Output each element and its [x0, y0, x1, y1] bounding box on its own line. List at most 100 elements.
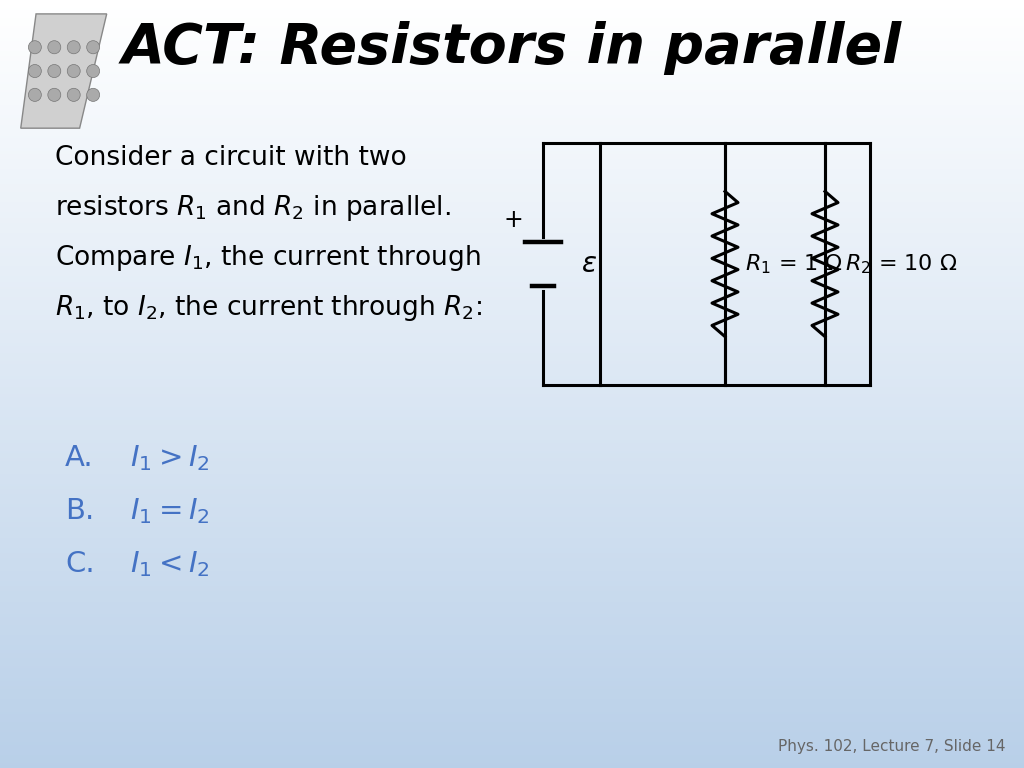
Bar	[0, 102, 1024, 105]
Bar	[0, 405, 1024, 407]
Circle shape	[48, 88, 60, 101]
Bar	[0, 261, 1024, 263]
Bar	[0, 323, 1024, 325]
Bar	[0, 637, 1024, 640]
Bar	[0, 476, 1024, 478]
Bar	[0, 220, 1024, 223]
Bar	[0, 445, 1024, 448]
Bar	[0, 125, 1024, 128]
Bar	[0, 474, 1024, 476]
Bar	[0, 169, 1024, 171]
Bar	[0, 248, 1024, 251]
Bar	[0, 653, 1024, 655]
Bar	[0, 82, 1024, 84]
Bar	[0, 451, 1024, 453]
Bar	[0, 228, 1024, 230]
Bar	[0, 548, 1024, 551]
Bar	[0, 502, 1024, 505]
Bar	[0, 643, 1024, 645]
Bar	[0, 581, 1024, 584]
Bar	[0, 594, 1024, 597]
Bar	[0, 182, 1024, 184]
Bar	[0, 535, 1024, 538]
Bar	[0, 307, 1024, 310]
Bar	[0, 443, 1024, 445]
Bar	[0, 760, 1024, 763]
Bar	[0, 64, 1024, 67]
Text: $I_1 < I_2$: $I_1 < I_2$	[130, 549, 210, 579]
Bar	[0, 300, 1024, 302]
Bar	[0, 174, 1024, 177]
Bar	[0, 90, 1024, 92]
Bar	[0, 435, 1024, 438]
Bar	[0, 123, 1024, 125]
Bar	[0, 98, 1024, 100]
Bar	[0, 540, 1024, 543]
Bar	[0, 591, 1024, 594]
Bar	[0, 202, 1024, 205]
Bar	[0, 489, 1024, 492]
Bar	[0, 10, 1024, 13]
Bar	[0, 574, 1024, 576]
Bar	[0, 699, 1024, 701]
Bar	[0, 361, 1024, 363]
Bar	[0, 525, 1024, 528]
Bar	[0, 430, 1024, 432]
Bar	[0, 466, 1024, 468]
Bar	[0, 269, 1024, 271]
Bar	[0, 84, 1024, 87]
Bar	[0, 48, 1024, 51]
Polygon shape	[20, 14, 106, 128]
Bar	[0, 647, 1024, 650]
Bar	[0, 15, 1024, 18]
Bar	[0, 21, 1024, 23]
Bar	[0, 121, 1024, 123]
Bar	[0, 468, 1024, 471]
Bar	[0, 686, 1024, 689]
Bar	[0, 379, 1024, 382]
Bar	[0, 528, 1024, 530]
Bar	[0, 136, 1024, 138]
Bar	[0, 551, 1024, 553]
Bar	[0, 263, 1024, 266]
Bar	[0, 670, 1024, 674]
Bar	[0, 171, 1024, 174]
Bar	[0, 704, 1024, 707]
Bar	[0, 766, 1024, 768]
Bar	[0, 187, 1024, 190]
Bar	[0, 36, 1024, 38]
Bar	[0, 194, 1024, 197]
Bar	[0, 714, 1024, 717]
Bar	[0, 230, 1024, 233]
Bar	[0, 240, 1024, 243]
Bar	[0, 517, 1024, 520]
Bar	[0, 522, 1024, 525]
Bar	[0, 284, 1024, 286]
Bar	[0, 61, 1024, 64]
Circle shape	[29, 41, 41, 54]
Bar	[0, 720, 1024, 722]
Bar	[0, 740, 1024, 743]
Bar	[0, 681, 1024, 684]
Text: Compare $I_1$, the current through: Compare $I_1$, the current through	[55, 243, 481, 273]
Bar	[0, 561, 1024, 563]
Bar	[0, 645, 1024, 647]
Bar	[0, 632, 1024, 635]
Bar	[0, 290, 1024, 292]
Bar	[0, 482, 1024, 484]
Bar	[0, 105, 1024, 108]
Bar	[0, 51, 1024, 54]
Bar	[0, 684, 1024, 686]
Bar	[0, 497, 1024, 499]
Bar	[0, 666, 1024, 668]
Bar	[0, 499, 1024, 502]
Bar	[0, 177, 1024, 179]
Text: $I_1 = I_2$: $I_1 = I_2$	[130, 496, 210, 526]
Bar	[0, 346, 1024, 348]
Bar	[0, 77, 1024, 79]
Bar	[0, 151, 1024, 154]
Bar	[0, 356, 1024, 359]
Bar	[0, 67, 1024, 69]
Text: B.: B.	[65, 497, 94, 525]
Bar	[0, 366, 1024, 369]
